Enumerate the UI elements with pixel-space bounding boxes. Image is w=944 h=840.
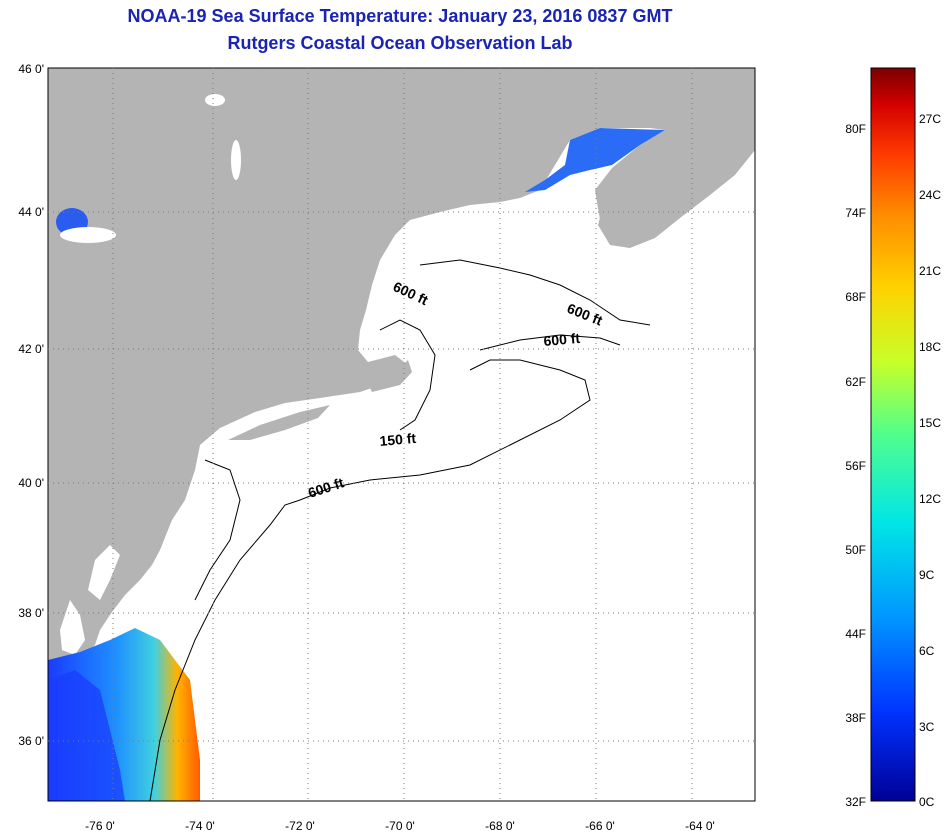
colorbar-label-c: 21C: [919, 264, 941, 278]
lon-label: -72 0': [285, 819, 315, 833]
colorbar-label-c: 0C: [919, 795, 935, 809]
cape-cod: [366, 360, 412, 392]
lake: [205, 94, 225, 106]
lake-champlain: [231, 140, 241, 180]
lon-label: -74 0': [185, 819, 215, 833]
lake-shore: [60, 227, 116, 243]
colorbar-label-f: 38F: [845, 711, 866, 725]
sst-inshore: [48, 670, 125, 801]
fahrenheit-scale: 80F 74F 68F 62F 56F 50F 44F 38F 32F: [845, 122, 866, 809]
colorbar-label-c: 9C: [919, 568, 935, 582]
lon-label: -76 0': [85, 819, 115, 833]
colorbar-label-c: 3C: [919, 720, 935, 734]
colorbar-label-f: 68F: [845, 290, 866, 304]
delaware-bay: [88, 545, 120, 600]
lat-label: 44 0': [18, 205, 44, 219]
chesapeake-bay: [60, 600, 85, 655]
latitude-labels: 46 0' 44 0' 42 0' 40 0' 38 0' 36 0': [18, 62, 44, 748]
lat-label: 40 0': [18, 476, 44, 490]
longitude-labels: -76 0' -74 0' -72 0' -70 0' -68 0' -66 0…: [85, 819, 715, 833]
lat-label: 42 0': [18, 342, 44, 356]
temperature-colorbar: [870, 67, 916, 802]
contour-label: 150 ft: [379, 430, 417, 449]
colorbar-label-c: 18C: [919, 340, 941, 354]
map-border: [47, 67, 756, 802]
colorbar-label-f: 50F: [845, 543, 866, 557]
nova-scotia: [598, 142, 755, 248]
colorbar-label-f: 56F: [845, 459, 866, 473]
depth-contours: [149, 259, 651, 801]
map-subtitle: Rutgers Coastal Ocean Observation Lab: [227, 33, 573, 53]
colorbar-label-f: 74F: [845, 206, 866, 220]
bay-of-fundy-sst: [525, 128, 665, 192]
map-title: NOAA-19 Sea Surface Temperature: January…: [127, 6, 673, 26]
colorbar-label-c: 27C: [919, 112, 941, 126]
contour-label: 600 ft: [543, 330, 581, 349]
colorbar-label-f: 32F: [845, 795, 866, 809]
lon-label: -64 0': [685, 819, 715, 833]
lon-label: -66 0': [585, 819, 615, 833]
colorbar-label-f: 44F: [845, 627, 866, 641]
colorbar-label-c: 24C: [919, 188, 941, 202]
lat-label: 36 0': [18, 734, 44, 748]
colorbar-label-c: 6C: [919, 644, 935, 658]
lat-label: 38 0': [18, 606, 44, 620]
graticule: [48, 68, 755, 801]
lon-label: -70 0': [385, 819, 415, 833]
long-island: [228, 405, 330, 440]
colorbar-label-c: 15C: [919, 416, 941, 430]
colorbar-label-f: 80F: [845, 122, 866, 136]
lon-label: -68 0': [485, 819, 515, 833]
lat-label: 46 0': [18, 62, 44, 76]
colorbar-label-c: 12C: [919, 492, 941, 506]
celsius-scale: 27C 24C 21C 18C 15C 12C 9C 6C 3C 0C: [919, 112, 941, 809]
colorbar-label-f: 62F: [845, 375, 866, 389]
